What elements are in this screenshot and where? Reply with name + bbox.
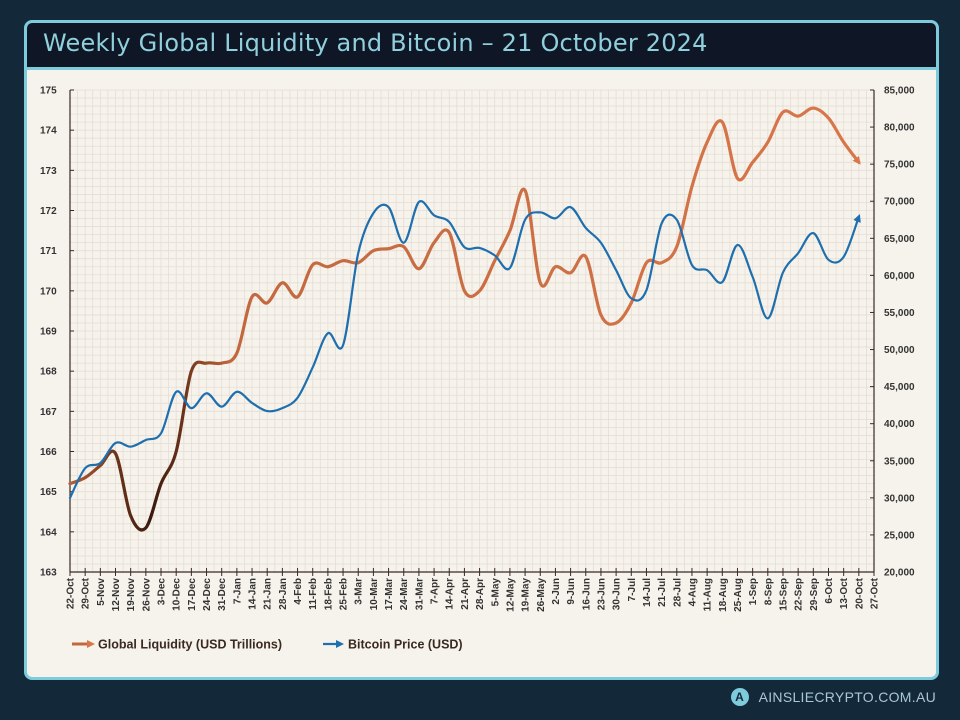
x-tick-label: 13-Oct xyxy=(839,577,850,609)
x-tick-label: 20-Oct xyxy=(854,577,865,609)
left-tick-label: 174 xyxy=(40,126,57,137)
x-tick-label: 26-May xyxy=(536,578,547,612)
x-tick-label: 9-Jun xyxy=(566,578,577,605)
x-tick-label: 24-Dec xyxy=(202,578,213,611)
x-tick-label: 19-Nov xyxy=(126,578,137,612)
x-tick-label: 28-Jul xyxy=(672,578,683,607)
x-tick-label: 17-Mar xyxy=(384,578,395,610)
x-tick-label: 5-May xyxy=(490,578,501,607)
left-tick-label: 170 xyxy=(40,286,57,297)
x-tick-label: 17-Dec xyxy=(187,578,198,611)
left-tick-label: 166 xyxy=(40,447,57,458)
x-tick-label: 11-Feb xyxy=(308,578,319,610)
x-tick-label: 28-Apr xyxy=(475,578,486,610)
x-tick-label: 16-Jun xyxy=(581,578,592,610)
x-tick-label: 21-Jul xyxy=(657,578,668,607)
right-tick-label: 55,000 xyxy=(884,308,915,319)
liquidity-line xyxy=(68,106,861,532)
right-tick-label: 75,000 xyxy=(884,160,915,171)
x-tick-label: 19-May xyxy=(521,578,532,612)
x-tick-label: 26-Nov xyxy=(141,578,152,612)
x-tick-label: 29-Sep xyxy=(809,578,820,611)
legend-liquidity-label: Global Liquidity (USD Trillions) xyxy=(98,638,282,652)
brand-logo-icon: A xyxy=(730,688,749,706)
left-tick-label: 172 xyxy=(40,206,57,217)
x-tick-label: 7-Apr xyxy=(430,578,441,604)
x-tick-label: 28-Jan xyxy=(278,578,289,610)
x-tick-label: 8-Sep xyxy=(763,578,774,605)
right-tick-label: 45,000 xyxy=(884,382,915,393)
left-tick-label: 165 xyxy=(40,487,57,498)
right-tick-label: 85,000 xyxy=(884,86,915,97)
x-tick-label: 11-Aug xyxy=(703,578,714,611)
right-tick-label: 20,000 xyxy=(884,568,915,579)
x-tick-label: 5-Nov xyxy=(96,578,107,606)
x-tick-label: 30-Jun xyxy=(612,578,623,610)
x-tick-label: 18-Feb xyxy=(323,578,334,610)
left-tick-label: 163 xyxy=(40,568,57,579)
x-tick-label: 4-Aug xyxy=(687,578,698,606)
x-tick-label: 25-Feb xyxy=(339,578,350,610)
right-tick-label: 60,000 xyxy=(884,271,915,282)
x-tick-label: 22-Oct xyxy=(66,577,77,609)
x-tick-label: 15-Sep xyxy=(778,578,789,611)
x-tick-label: 25-Aug xyxy=(733,578,744,612)
right-tick-label: 80,000 xyxy=(884,123,915,134)
right-tick-label: 40,000 xyxy=(884,419,915,430)
x-tick-label: 23-Jun xyxy=(596,578,607,610)
right-tick-label: 25,000 xyxy=(884,530,915,541)
x-tick-label: 21-Jan xyxy=(263,578,274,610)
x-tick-label: 31-Mar xyxy=(414,578,425,610)
right-tick-label: 65,000 xyxy=(884,234,915,245)
footer: A AINSLIECRYPTO.COM.AU xyxy=(730,688,936,706)
left-tick-label: 175 xyxy=(40,86,57,97)
title-bar: Weekly Global Liquidity and Bitcoin – 21… xyxy=(27,23,936,70)
x-tick-label: 10-Mar xyxy=(369,578,380,610)
x-tick-label: 27-Oct xyxy=(870,577,881,609)
x-tick-label: 4-Feb xyxy=(293,578,304,605)
x-tick-label: 14-Apr xyxy=(445,578,456,610)
x-tick-label: 21-Apr xyxy=(460,578,471,610)
left-tick-label: 164 xyxy=(40,527,57,538)
x-tick-label: 14-Jan xyxy=(248,578,259,610)
bitcoin-line xyxy=(68,199,861,499)
left-tick-label: 167 xyxy=(40,407,57,418)
x-tick-label: 24-Mar xyxy=(399,578,410,610)
left-tick-label: 171 xyxy=(40,246,57,257)
right-tick-label: 50,000 xyxy=(884,345,915,356)
chart-title: Weekly Global Liquidity and Bitcoin – 21… xyxy=(43,29,708,57)
legend-bitcoin-label: Bitcoin Price (USD) xyxy=(348,638,463,652)
left-tick-label: 173 xyxy=(40,166,57,177)
x-tick-label: 22-Sep xyxy=(794,578,805,611)
x-tick-label: 12-May xyxy=(505,578,516,612)
x-tick-label: 31-Dec xyxy=(217,578,228,611)
x-tick-label: 29-Oct xyxy=(81,577,92,609)
right-tick-label: 70,000 xyxy=(884,197,915,208)
x-tick-label: 12-Nov xyxy=(111,578,122,612)
x-tick-label: 14-Jul xyxy=(642,578,653,607)
x-tick-label: 3-Dec xyxy=(157,578,168,606)
brand-url[interactable]: AINSLIECRYPTO.COM.AU xyxy=(758,689,936,705)
right-tick-label: 35,000 xyxy=(884,456,915,467)
left-tick-label: 168 xyxy=(40,367,57,378)
x-tick-label: 3-Mar xyxy=(354,578,365,605)
x-tick-label: 1-Sep xyxy=(748,578,759,605)
right-tick-label: 30,000 xyxy=(884,493,915,504)
left-tick-label: 169 xyxy=(40,327,57,338)
x-tick-label: 10-Dec xyxy=(172,578,183,611)
x-tick-label: 18-Aug xyxy=(718,578,729,612)
x-tick-label: 7-Jan xyxy=(232,578,243,604)
x-tick-label: 6-Oct xyxy=(824,577,835,603)
x-tick-label: 7-Jul xyxy=(627,578,638,602)
x-tick-label: 2-Jun xyxy=(551,578,562,605)
